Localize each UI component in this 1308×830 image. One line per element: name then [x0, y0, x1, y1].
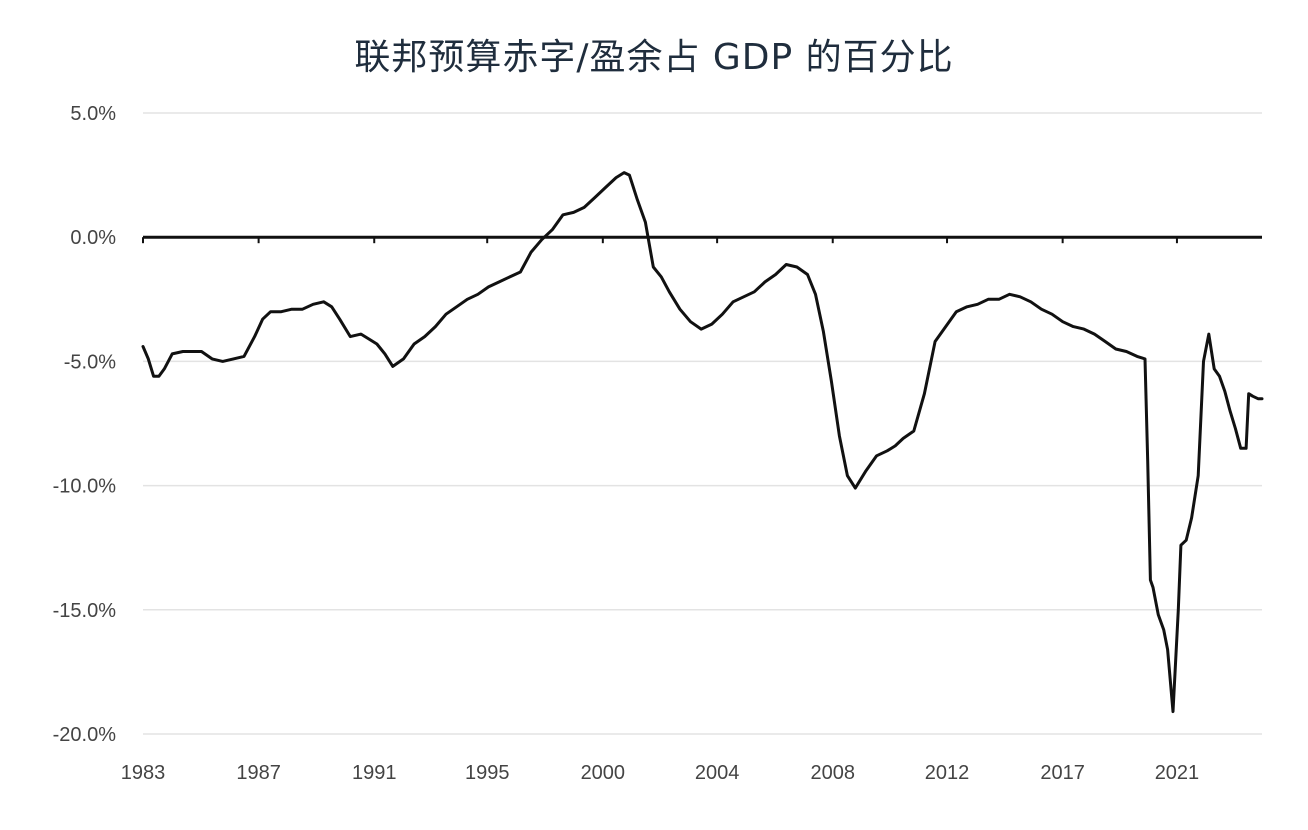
y-tick-label: -20.0% [53, 724, 117, 746]
x-tick-label: 2000 [581, 762, 626, 784]
x-tick-label: 2021 [1155, 762, 1200, 784]
x-tick-label: 1995 [465, 762, 510, 784]
grid-layer [142, 112, 1262, 735]
x-tick-label: 1991 [352, 762, 397, 784]
x-tick-label: 1983 [121, 762, 166, 784]
x-tick-label: 1987 [236, 762, 281, 784]
y-axis-labels: 5.0% 0.0% -5.0% -10.0% -15.0% -20.0% [53, 103, 117, 746]
y-tick-label: -5.0% [64, 351, 116, 373]
y-tick-label: 0.0% [70, 227, 116, 249]
x-tick-label: 2008 [810, 762, 855, 784]
x-tick-label: 2017 [1040, 762, 1085, 784]
series-layer [141, 171, 1264, 714]
y-tick-label: 5.0% [70, 103, 116, 125]
chart-title: 联邦预算赤字/盈余占 GDP 的百分比 [354, 37, 954, 78]
x-tick-label: 2004 [695, 762, 740, 784]
y-tick-label: -10.0% [53, 476, 117, 498]
y-tick-label: -15.0% [53, 600, 117, 622]
x-tick-label: 2012 [925, 762, 970, 784]
x-axis-labels: 1983 1987 1991 1995 2000 2004 2008 2012 2017 2021 [121, 762, 1199, 784]
series-line [141, 171, 1264, 714]
